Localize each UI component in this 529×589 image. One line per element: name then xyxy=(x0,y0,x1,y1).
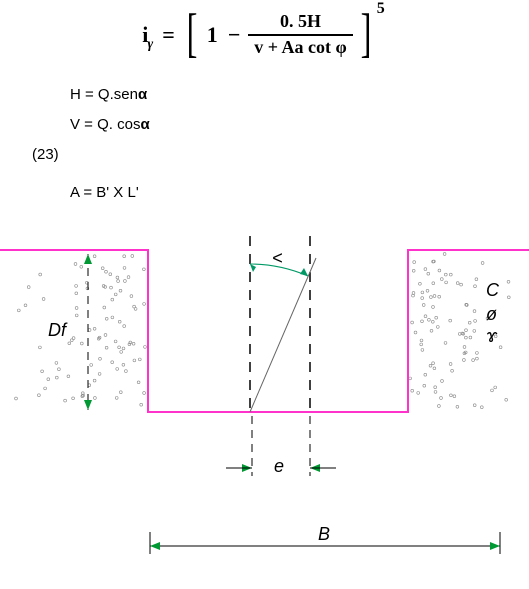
angle-arc-arrow-right xyxy=(300,268,308,276)
dim-df-arrow-bot xyxy=(84,400,92,410)
dim-df-arrow-top xyxy=(84,254,92,264)
eq-line-v: V = Q. cosα xyxy=(70,116,150,133)
formula-numerator: 0. 5H xyxy=(274,12,327,34)
eq-v-alpha: α xyxy=(140,116,149,133)
formula-bracket-open: [ xyxy=(186,6,197,60)
formula-one: 1 xyxy=(205,22,220,48)
formula-minus: − xyxy=(224,22,245,48)
formula-lhs-sub: γ xyxy=(147,37,153,53)
eq-h-pre: H = Q.sen xyxy=(70,86,138,103)
soil-label-phi: ø xyxy=(486,304,497,324)
dim-e-label: e xyxy=(274,456,284,476)
formula-bracket-close: ] xyxy=(360,6,371,60)
foundation-diagram: < Df e B C ø ɤ xyxy=(0,232,529,584)
formula-fraction: 0. 5H v + Aa cot φ xyxy=(248,12,352,58)
inclined-load-line xyxy=(250,258,316,412)
dim-b-label: B xyxy=(318,524,330,544)
dim-b-arrow-right xyxy=(490,542,500,550)
angle-label: < xyxy=(272,248,283,268)
dim-b-arrow-left xyxy=(150,542,160,550)
formula-eq: = xyxy=(158,22,179,48)
soil-dots-left xyxy=(15,255,147,407)
soil-label-gamma: ɤ xyxy=(486,326,498,346)
eq-line-h: H = Q.senα xyxy=(70,86,147,103)
angle-arc-arrow-left xyxy=(250,264,256,272)
dim-df-label: Df xyxy=(48,320,68,340)
soil-label-c: C xyxy=(486,280,500,300)
main-formula: i γ = [ 1 − 0. 5H v + Aa cot φ ] 5 xyxy=(0,8,529,62)
eq-v-pre: V = Q. cos xyxy=(70,116,140,133)
formula-denominator: v + Aa cot φ xyxy=(248,34,352,58)
eq-line-a: A = B' X L' xyxy=(70,184,139,201)
eq-h-alpha: α xyxy=(138,86,147,103)
formula-exponent: 5 xyxy=(377,0,385,18)
eq-number: (23) xyxy=(32,146,59,163)
